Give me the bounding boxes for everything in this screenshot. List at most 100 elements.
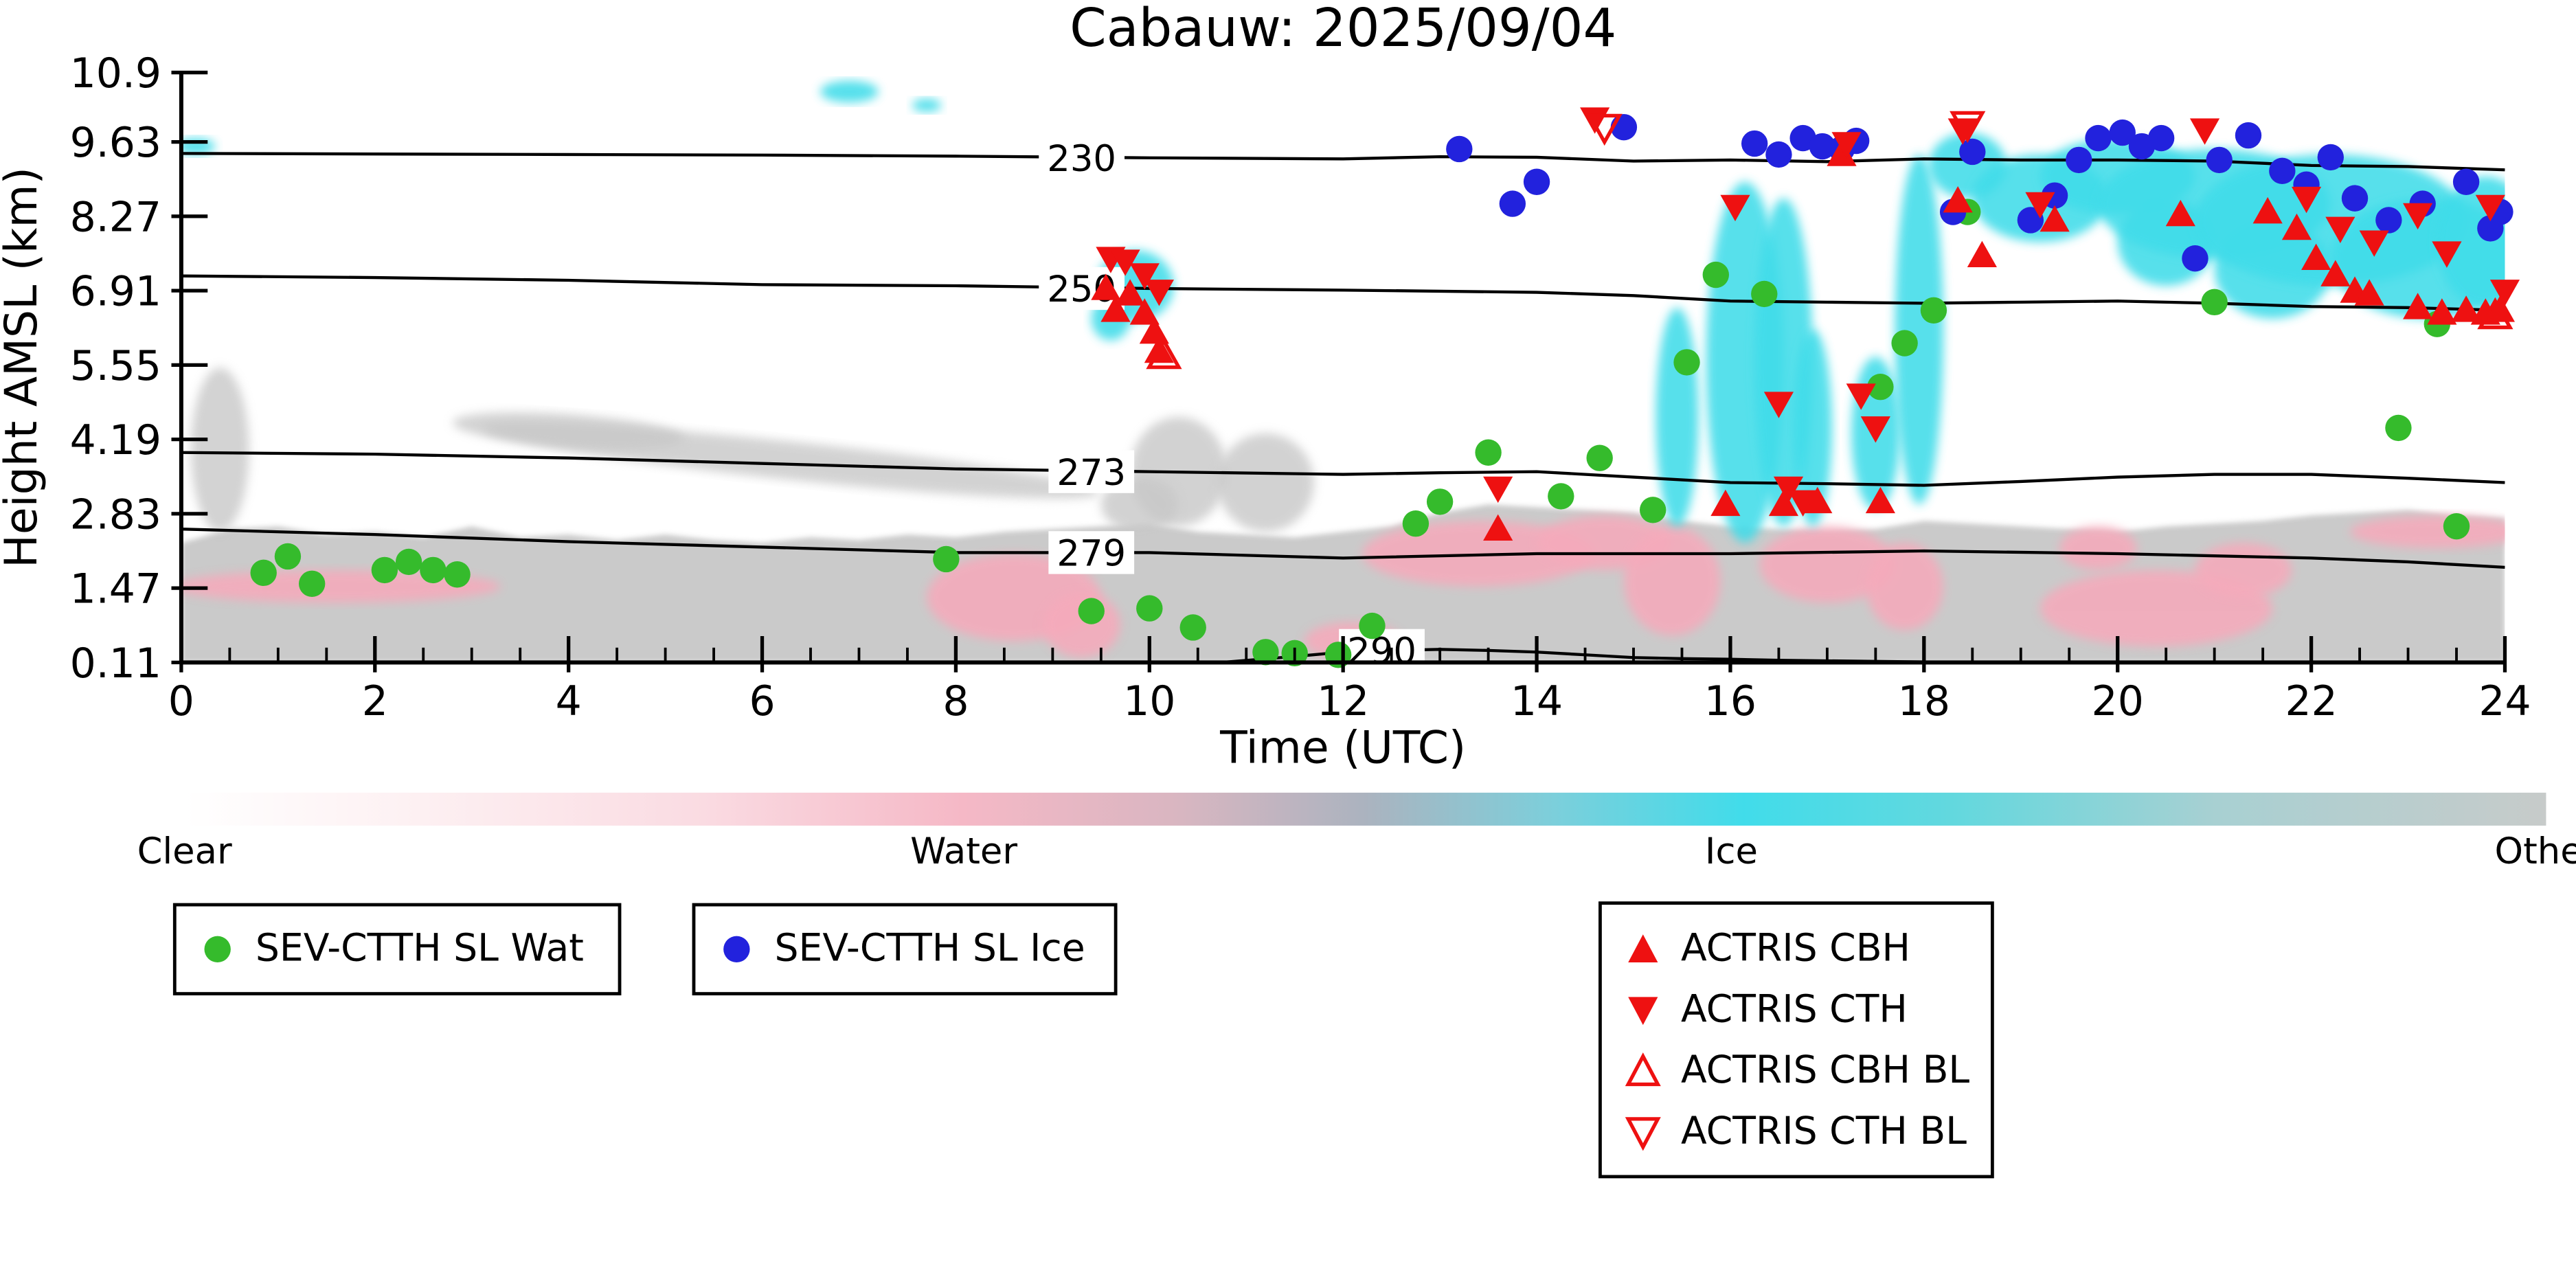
marker-sev-ctth-sl-wat	[1702, 261, 1730, 289]
marker-actris-cbh	[2040, 205, 2070, 232]
marker-actris-cth	[2025, 192, 2055, 219]
svg-text:6: 6	[749, 677, 775, 725]
marker-sev-ctth-sl-ice	[2085, 124, 2112, 152]
svg-text:0: 0	[168, 677, 194, 725]
marker-sev-ctth-sl-ice	[1446, 135, 1473, 163]
marker-sev-ctth-sl-ice	[2375, 207, 2402, 234]
marker-actris-cth	[2403, 203, 2433, 230]
marker-actris-cth	[2359, 230, 2389, 257]
marker-sev-ctth-sl-wat	[395, 548, 422, 576]
marker-sev-ctth-sl-wat	[250, 559, 277, 587]
marker-sev-ctth-sl-ice	[2341, 185, 2369, 212]
marker-actris-cth	[2432, 241, 2462, 268]
svg-text:16: 16	[1704, 677, 1756, 725]
tri-up-filled-icon	[1628, 934, 1658, 962]
marker-actris-cth	[2291, 186, 2322, 214]
marker-actris-cbh	[1827, 139, 1857, 166]
marker-sev-ctth-sl-ice	[2109, 119, 2136, 146]
marker-sev-ctth-sl-wat	[1136, 595, 1163, 622]
classification-colorbar	[184, 792, 2546, 826]
svg-text:10.9: 10.9	[70, 49, 162, 98]
marker-sev-ctth-sl-wat	[1867, 374, 1894, 400]
svg-text:5.55: 5.55	[70, 342, 162, 390]
marker-actris-cbh	[1100, 295, 1131, 322]
marker-sev-ctth-sl-ice	[2235, 122, 2262, 149]
y-axis-label: Height AMSL (km)	[0, 167, 47, 568]
chart-title: Cabauw: 2025/09/04	[1070, 0, 1616, 59]
marker-actris-cbh	[2281, 213, 2312, 240]
svg-text:4: 4	[556, 677, 582, 725]
svg-text:2.83: 2.83	[70, 490, 162, 539]
marker-sev-ctth-sl-wat	[1359, 612, 1386, 640]
marker-actris-cth	[1831, 132, 1862, 159]
marker-sev-ctth-sl-wat	[1475, 439, 1502, 466]
marker-actris-cbh	[1803, 486, 1833, 514]
marker-sev-ctth-sl-wat	[1548, 483, 1574, 510]
marker-actris-cbh	[2451, 295, 2481, 322]
marker-sev-ctth-sl-ice	[1741, 130, 1768, 157]
marker-sev-ctth-sl-wat	[298, 570, 326, 597]
legend-item-sev-ctth-sl-ice: SEV-CTTH SL Ice	[715, 918, 1094, 980]
marker-actris-cbh	[2252, 196, 2283, 224]
colorbar-label-water: Water	[910, 832, 1018, 874]
svg-text:8: 8	[942, 677, 969, 725]
legend-item-actris-cth: ACTRIS CTH	[1622, 979, 1971, 1040]
legend-sev-ctth-ice: SEV-CTTH SL Ice	[692, 903, 1118, 995]
svg-text:12: 12	[1317, 677, 1369, 725]
marker-actris-cth	[1144, 280, 1174, 306]
marker-actris-cbh	[1865, 486, 1895, 514]
marker-actris-cth	[1483, 476, 1513, 504]
scatter-marker-layer	[250, 107, 2520, 668]
svg-text:8.27: 8.27	[70, 193, 162, 241]
tri-up-open-icon	[1625, 1051, 1661, 1085]
svg-text:22: 22	[2285, 677, 2337, 725]
marker-actris-cbh-bl	[2477, 297, 2513, 330]
svg-text:24: 24	[2478, 677, 2531, 725]
marker-sev-ctth-sl-wat	[420, 556, 447, 584]
marker-sev-ctth-sl-wat	[1402, 510, 1430, 537]
marker-actris-cth	[2325, 216, 2355, 243]
marker-sev-ctth-sl-ice	[1959, 138, 1986, 166]
marker-actris-cth-bl	[1586, 113, 1623, 146]
marker-actris-cbh	[1091, 273, 1121, 300]
marker-sev-ctth-sl-ice	[1499, 190, 1526, 217]
legend-item-actris-cbh-bl: ACTRIS CBH BL	[1622, 1040, 1971, 1101]
marker-actris-cth	[2189, 118, 2220, 145]
svg-text:14: 14	[1511, 677, 1563, 725]
marker-sev-ctth-sl-wat	[1673, 349, 1700, 376]
svg-text:2: 2	[362, 677, 388, 725]
tri-down-open-icon	[1625, 1116, 1661, 1151]
marker-actris-cbh	[1710, 489, 1741, 517]
marker-actris-cth	[2489, 280, 2520, 306]
marker-sev-ctth-sl-ice	[2206, 146, 2233, 174]
svg-text:4.19: 4.19	[70, 416, 162, 464]
svg-text:273: 273	[1057, 452, 1126, 494]
marker-sev-ctth-sl-ice	[1809, 133, 1836, 160]
marker-sev-ctth-sl-wat	[1078, 598, 1105, 624]
marker-sev-ctth-sl-wat	[933, 545, 960, 573]
marker-actris-cbh	[1943, 186, 1973, 213]
marker-actris-cth	[1110, 249, 1140, 276]
axes-layer: 0 2 4 6 8 10 12 14 16 18 20 22 240.111.472.834.195.5…	[70, 49, 2531, 725]
marker-actris-cbh	[2165, 199, 2195, 227]
marker-actris-cth	[1773, 476, 1804, 504]
circle-filled-icon	[723, 936, 750, 963]
svg-text:9.63: 9.63	[70, 119, 162, 167]
marker-actris-cbh	[2301, 243, 2331, 270]
cloud-mask-layer	[181, 80, 2505, 663]
marker-sev-ctth-sl-ice	[2182, 245, 2208, 272]
svg-text:0.11: 0.11	[70, 640, 162, 688]
marker-sev-ctth-sl-wat	[444, 561, 471, 588]
marker-actris-cth	[1846, 383, 1876, 410]
marker-actris-cbh	[2427, 298, 2457, 325]
marker-actris-cth	[1129, 263, 1160, 290]
x-axis-label: Time (UTC)	[1219, 723, 1466, 774]
legend-label: SEV-CTTH SL Wat	[255, 927, 584, 971]
legend-item-actris-cth-bl: ACTRIS CTH BL	[1622, 1101, 1971, 1162]
legend-item-actris-cbh: ACTRIS CBH	[1622, 918, 1971, 979]
marker-sev-ctth-sl-wat	[1179, 614, 1206, 641]
marker-actris-cth-bl	[1950, 111, 1986, 144]
circle-filled-icon	[204, 936, 231, 963]
svg-text:290: 290	[1347, 631, 1416, 673]
marker-actris-cth	[2475, 194, 2505, 222]
